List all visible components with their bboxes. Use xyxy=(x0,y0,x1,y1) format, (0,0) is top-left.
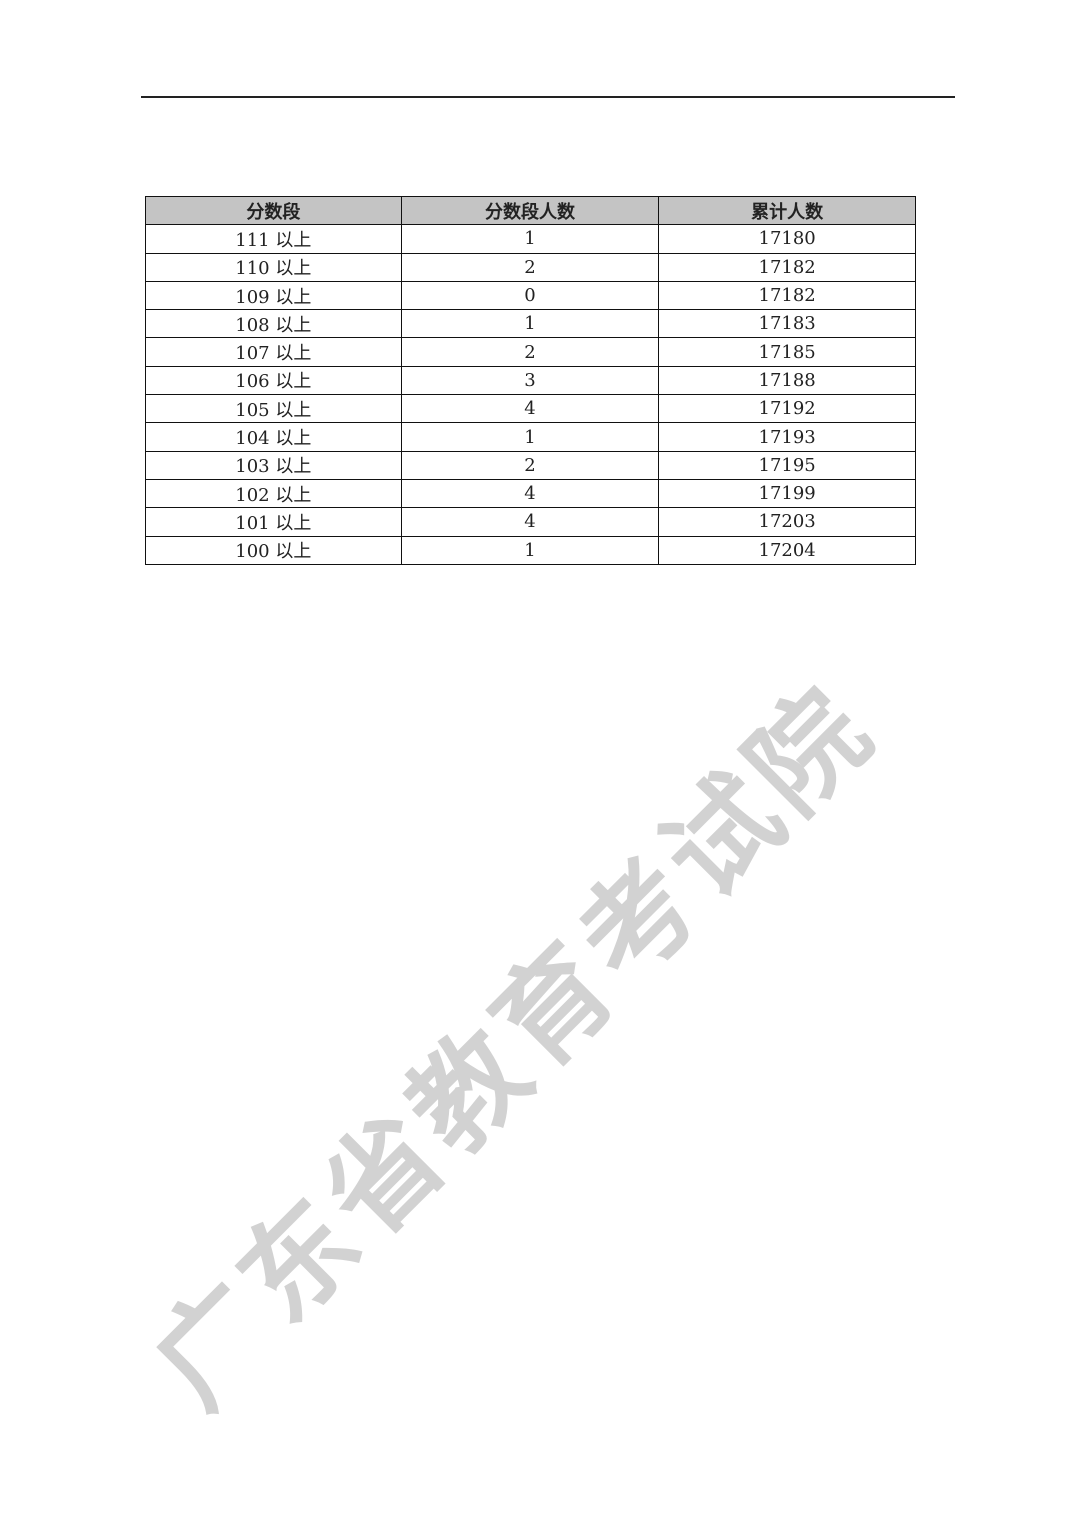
count-cell: 4 xyxy=(400,478,660,509)
table-row: 108 以上 1 17183 xyxy=(145,309,916,339)
score-range-cell: 102 以上 xyxy=(145,478,402,509)
score-range-cell: 110 以上 xyxy=(145,252,402,282)
table-row: 102 以上 4 17199 xyxy=(145,478,916,509)
header-rule xyxy=(141,96,955,98)
table-row: 103 以上 2 17195 xyxy=(145,450,916,480)
score-range-cell: 107 以上 xyxy=(145,337,402,367)
score-range-cell: 106 以上 xyxy=(145,365,402,396)
table-row: 110 以上 2 17182 xyxy=(145,252,916,282)
count-cell: 2 xyxy=(400,450,660,480)
cumulative-cell: 17199 xyxy=(658,478,916,509)
cumulative-cell: 17193 xyxy=(658,422,916,452)
header-cumulative: 累计人数 xyxy=(658,195,916,226)
count-cell: 1 xyxy=(400,422,660,452)
count-cell: 1 xyxy=(400,309,660,339)
table-row: 111 以上 1 17180 xyxy=(145,224,916,254)
cumulative-cell: 17182 xyxy=(658,252,916,282)
watermark: 广东省教育考试院 xyxy=(128,660,900,1432)
count-cell: 2 xyxy=(400,337,660,367)
score-range-cell: 101 以上 xyxy=(145,507,402,537)
count-cell: 3 xyxy=(400,365,660,396)
cumulative-cell: 17182 xyxy=(658,280,916,311)
score-range-cell: 109 以上 xyxy=(145,280,402,311)
score-range-cell: 105 以上 xyxy=(145,394,402,424)
score-range-cell: 104 以上 xyxy=(145,422,402,452)
score-range-cell: 111 以上 xyxy=(145,224,402,254)
table-row: 107 以上 2 17185 xyxy=(145,337,916,367)
cumulative-cell: 17188 xyxy=(658,365,916,396)
table-row: 104 以上 1 17193 xyxy=(145,422,916,452)
count-cell: 0 xyxy=(400,280,660,311)
table-header-row: 分数段 分数段人数 累计人数 xyxy=(145,195,916,226)
score-range-cell: 108 以上 xyxy=(145,309,402,339)
count-cell: 4 xyxy=(400,507,660,537)
count-cell: 1 xyxy=(400,535,660,565)
header-score-range: 分数段 xyxy=(145,195,402,226)
table-row: 100 以上 1 17204 xyxy=(145,535,916,565)
count-cell: 4 xyxy=(400,394,660,424)
cumulative-cell: 17204 xyxy=(658,535,916,565)
score-table: 分数段 分数段人数 累计人数 111 以上 1 17180 110 以上 2 17182 1… xyxy=(145,195,916,565)
cumulative-cell: 17180 xyxy=(658,224,916,254)
header-count: 分数段人数 xyxy=(400,195,660,226)
score-range-cell: 100 以上 xyxy=(145,535,402,565)
cumulative-cell: 17195 xyxy=(658,450,916,480)
table-row: 101 以上 4 17203 xyxy=(145,507,916,537)
cumulative-cell: 17183 xyxy=(658,309,916,339)
count-cell: 1 xyxy=(400,224,660,254)
cumulative-cell: 17192 xyxy=(658,394,916,424)
score-range-cell: 103 以上 xyxy=(145,450,402,480)
count-cell: 2 xyxy=(400,252,660,282)
table-row: 109 以上 0 17182 xyxy=(145,280,916,311)
cumulative-cell: 17203 xyxy=(658,507,916,537)
table-row: 105 以上 4 17192 xyxy=(145,394,916,424)
cumulative-cell: 17185 xyxy=(658,337,916,367)
table-row: 106 以上 3 17188 xyxy=(145,365,916,396)
